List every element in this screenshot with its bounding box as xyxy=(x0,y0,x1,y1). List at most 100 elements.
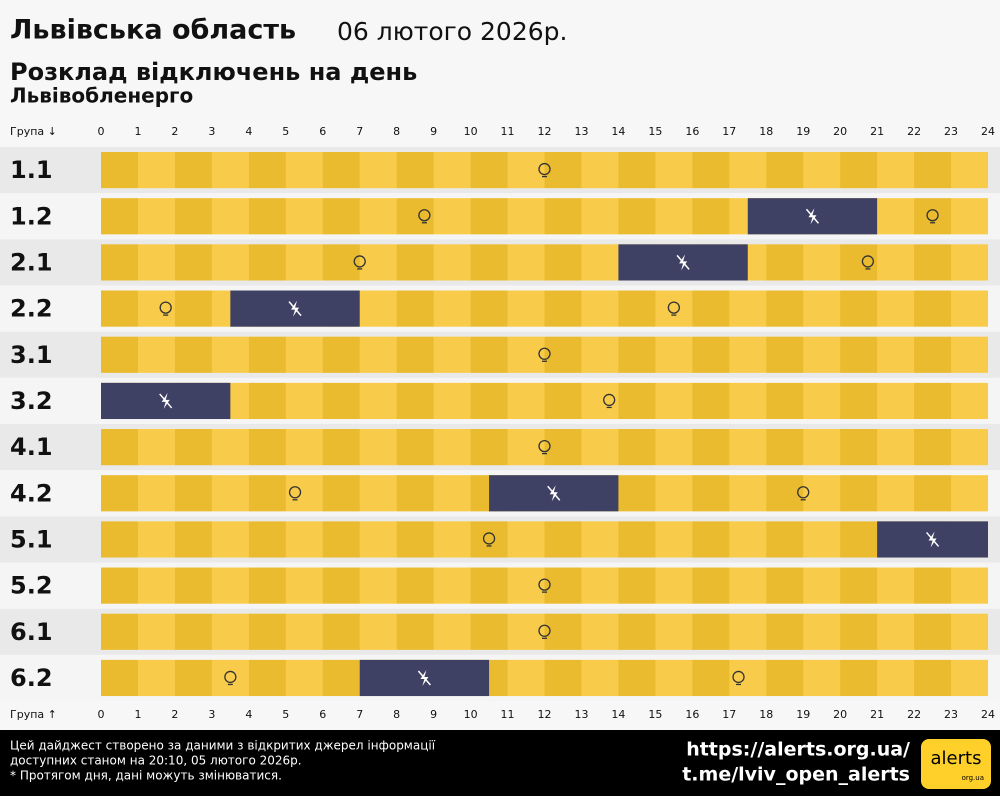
group-label: 3.2 xyxy=(10,387,53,415)
group-label: 3.1 xyxy=(10,341,53,369)
power-icon xyxy=(603,393,616,407)
group-label: 4.2 xyxy=(10,479,53,507)
x-tick-label: 15 xyxy=(648,125,662,138)
hour-stripes xyxy=(101,613,988,650)
outage-icon xyxy=(159,393,173,409)
x-tick-label: 19 xyxy=(796,708,810,721)
power-icon xyxy=(926,209,939,222)
x-tick-label: 6 xyxy=(319,708,326,721)
x-tick-label: 5 xyxy=(282,125,289,138)
group-label: 1.1 xyxy=(10,156,53,184)
x-tick-label: 5 xyxy=(282,708,289,721)
footer xyxy=(0,730,1000,796)
outage-icon xyxy=(288,301,302,317)
x-tick-label: 8 xyxy=(393,708,400,721)
power-icon xyxy=(732,670,745,684)
power-icon xyxy=(538,347,551,360)
logo-text: alerts xyxy=(931,748,982,769)
x-tick-label: 8 xyxy=(393,125,400,138)
hour-stripes xyxy=(101,429,988,466)
date: 06 лютого 2026р. xyxy=(337,17,567,46)
x-tick-label: 17 xyxy=(722,708,736,721)
footer-line: доступних станом на 20:10, 05 лютого 202… xyxy=(10,754,302,768)
logo xyxy=(921,739,991,789)
x-tick-label: 19 xyxy=(796,125,810,138)
power-icon xyxy=(418,209,431,222)
group-label: 5.2 xyxy=(10,572,53,600)
footer-line: Цей дайджест створено за даними з відкри… xyxy=(10,739,436,753)
x-tick-label: 22 xyxy=(907,708,921,721)
x-tick-label: 10 xyxy=(464,125,478,138)
link[interactable]: https://alerts.org.ua/ xyxy=(686,739,910,761)
power-icon xyxy=(538,624,551,637)
x-tick-label: 4 xyxy=(245,125,252,138)
group-label: 6.2 xyxy=(10,664,53,692)
x-tick-label: 3 xyxy=(208,125,215,138)
x-tick-label: 11 xyxy=(501,125,515,138)
x-tick-label: 24 xyxy=(981,708,995,721)
x-tick-label: 12 xyxy=(538,708,552,721)
hour-stripes xyxy=(101,336,988,373)
x-tick-label: 3 xyxy=(208,708,215,721)
power-icon xyxy=(538,439,551,453)
x-tick-label: 17 xyxy=(722,125,736,138)
x-tick-label: 18 xyxy=(759,708,773,721)
hour-stripes xyxy=(101,567,988,604)
axis-label: Група ↓ xyxy=(10,125,57,138)
hour-stripes xyxy=(101,659,988,697)
outage-icon xyxy=(676,254,690,270)
x-tick-label: 20 xyxy=(833,708,847,721)
x-tick-label: 21 xyxy=(870,125,884,138)
group-label: 5.1 xyxy=(10,525,53,553)
power-icon xyxy=(159,301,172,314)
power-icon xyxy=(482,532,496,545)
x-tick-label: 21 xyxy=(870,708,884,721)
link[interactable]: t.me/lviv_open_alerts xyxy=(682,764,910,786)
x-tick-label: 1 xyxy=(134,708,141,721)
x-tick-label: 16 xyxy=(685,708,699,721)
hour-stripes xyxy=(101,382,988,420)
x-tick-label: 7 xyxy=(356,708,363,721)
x-tick-label: 0 xyxy=(98,125,105,138)
x-tick-label: 23 xyxy=(944,125,958,138)
x-tick-label: 7 xyxy=(356,125,363,138)
x-tick-label: 10 xyxy=(464,708,478,721)
x-tick-label: 4 xyxy=(245,708,252,721)
x-tick-label: 15 xyxy=(648,708,662,721)
x-tick-label: 9 xyxy=(430,708,437,721)
x-tick-label: 23 xyxy=(944,708,958,721)
footer-line: * Протягом дня, дані можуть змінюватися. xyxy=(10,769,282,783)
hour-stripes xyxy=(101,521,988,558)
subtitle: Розклад відключень на день xyxy=(10,58,417,86)
power-icon xyxy=(353,255,366,268)
power-icon xyxy=(224,670,237,684)
group-label: 2.1 xyxy=(10,248,53,276)
x-tick-label: 9 xyxy=(430,125,437,138)
power-icon xyxy=(538,162,551,176)
x-tick-label: 12 xyxy=(538,125,552,138)
outage-icon xyxy=(547,485,561,501)
x-tick-label: 2 xyxy=(171,125,178,138)
title: Львівська область xyxy=(10,15,296,46)
x-tick-label: 0 xyxy=(98,708,105,721)
power-icon xyxy=(797,486,810,499)
logo-sub: org.ua xyxy=(962,774,984,782)
group-label: 1.2 xyxy=(10,202,53,230)
x-tick-label: 22 xyxy=(907,125,921,138)
power-icon xyxy=(667,301,681,314)
group-label: 4.1 xyxy=(10,433,53,461)
x-tick-label: 16 xyxy=(685,125,699,138)
outage-icon xyxy=(417,670,431,686)
x-tick-label: 11 xyxy=(501,708,515,721)
source: Львівобленерго xyxy=(10,84,193,108)
power-icon xyxy=(538,578,551,591)
group-label: 2.2 xyxy=(10,295,53,323)
outage-icon xyxy=(805,208,820,224)
x-tick-label: 13 xyxy=(574,125,588,138)
power-icon xyxy=(861,255,875,268)
outage-icon xyxy=(925,531,940,547)
x-tick-label: 20 xyxy=(833,125,847,138)
x-tick-label: 1 xyxy=(134,125,141,138)
power-icon xyxy=(288,486,302,499)
